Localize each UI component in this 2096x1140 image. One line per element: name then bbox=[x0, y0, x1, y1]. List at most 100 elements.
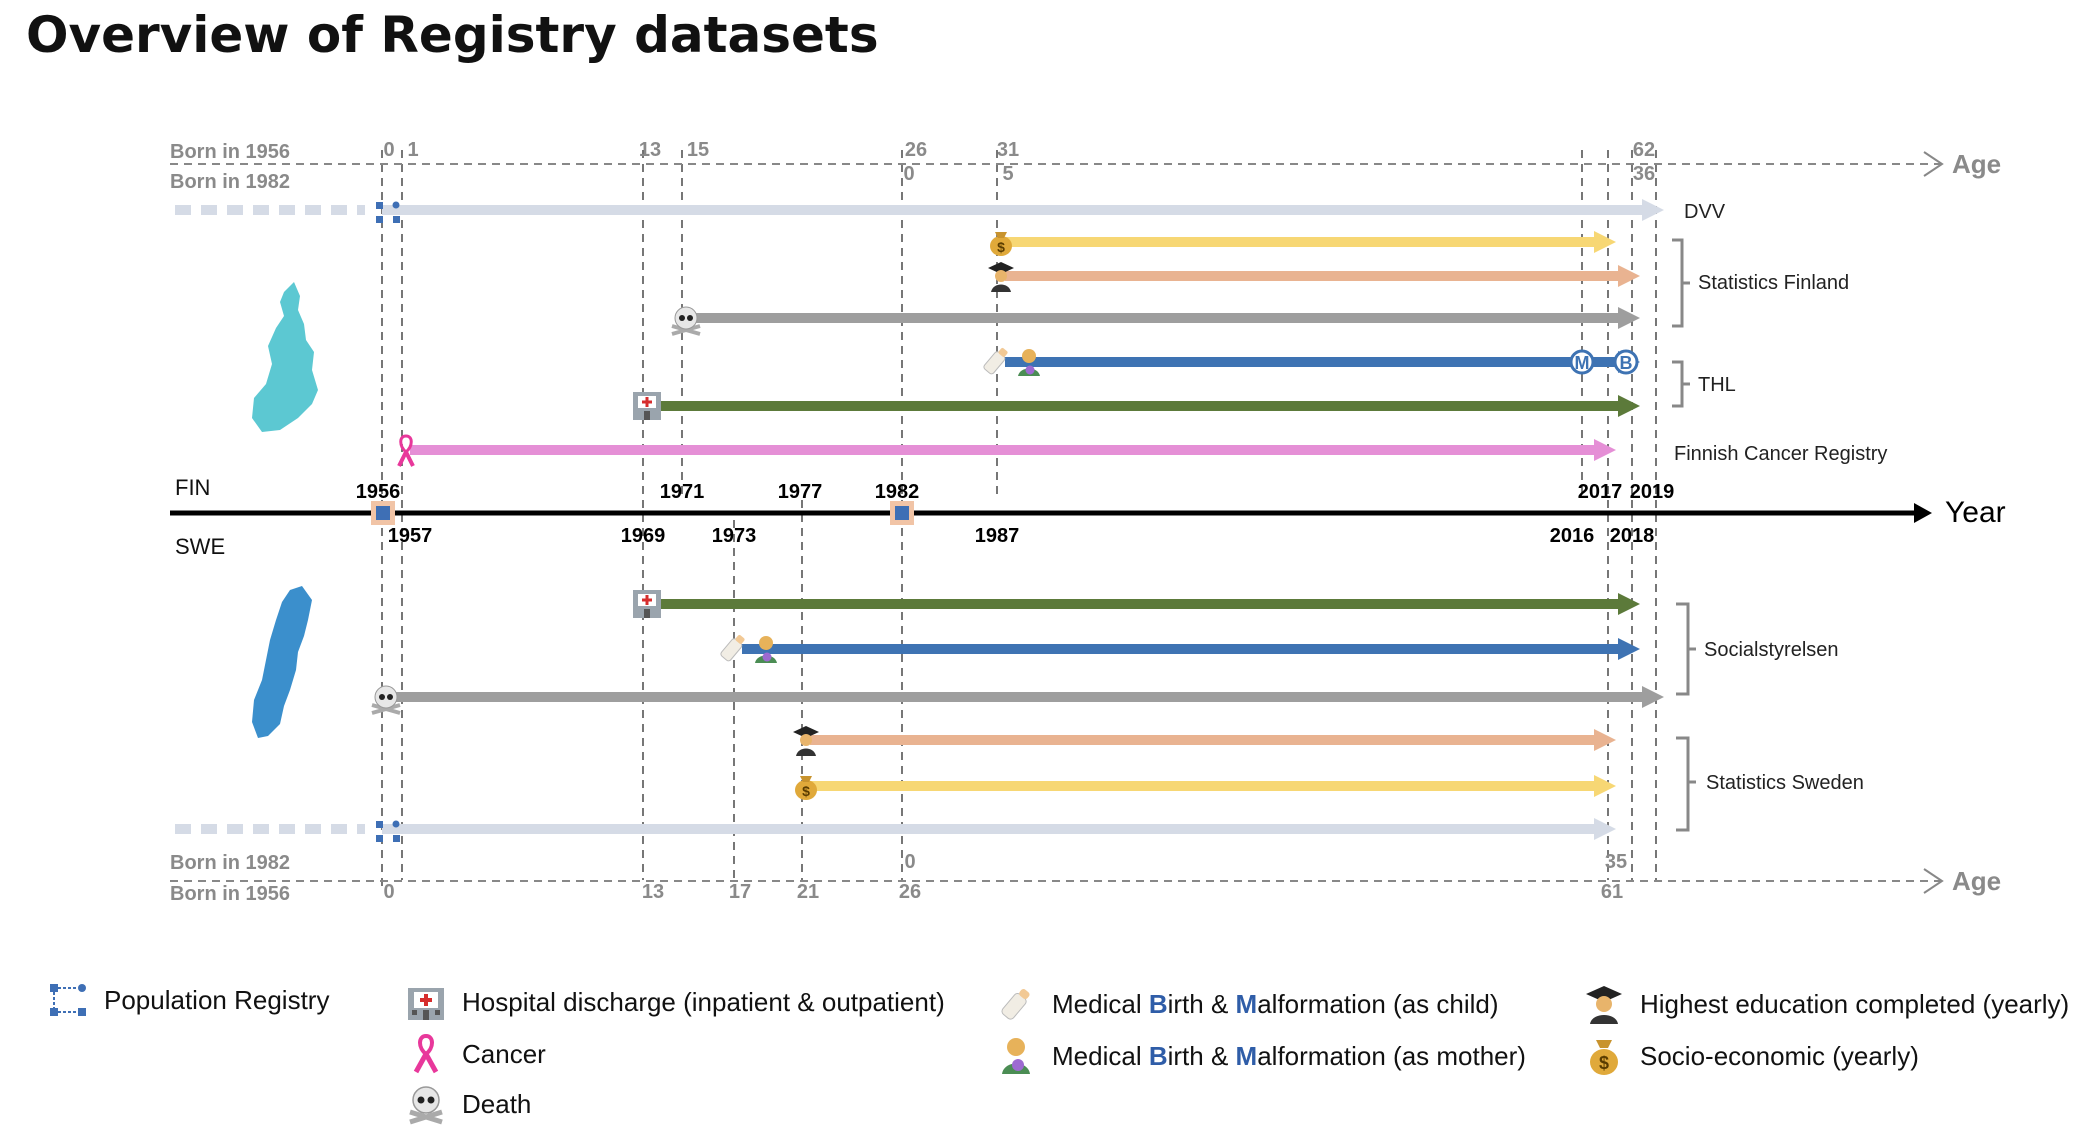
bar-end-diamond bbox=[1594, 439, 1616, 461]
age-tick-labels: 0 1 13 15 26 31 620 5 360 350 13 17 21 26 61 bbox=[383, 139, 1655, 903]
death-icon bbox=[371, 685, 401, 715]
age-label: 36 bbox=[1633, 163, 1655, 185]
registry-timeline-diagram: Age Age Born in 1956 Born in 1982 Born i… bbox=[170, 139, 2006, 905]
born-1956-top-label: Born in 1956 bbox=[170, 141, 290, 163]
bar-end-diamond bbox=[1594, 729, 1616, 751]
age-label: 17 bbox=[729, 881, 751, 903]
population-icon bbox=[376, 201, 400, 223]
page-title: Overview of Registry datasets bbox=[26, 6, 879, 64]
source-thl: THL bbox=[1698, 374, 1736, 396]
year-label-above: 1956 bbox=[356, 481, 401, 503]
year-label-below: 2018 bbox=[1610, 525, 1655, 547]
malformation-marker bbox=[1569, 349, 1595, 375]
birth-icon bbox=[983, 347, 1040, 376]
age-label: 1 bbox=[407, 139, 418, 161]
year-label-above: 1977 bbox=[778, 481, 823, 503]
age-label: 62 bbox=[1633, 139, 1655, 161]
age-label: 0 bbox=[903, 163, 914, 185]
legend-birth-mother: Medical Birth & Malformation (as mother) bbox=[994, 1034, 1526, 1078]
legend-hospital: Hospital discharge (inpatient & outpatie… bbox=[404, 980, 945, 1024]
year-label-above: 2019 bbox=[1630, 481, 1675, 503]
legend-socioeconomic: $ Socio-economic (yearly) bbox=[1582, 1034, 1919, 1078]
year-label-above: 1982 bbox=[875, 481, 920, 503]
vertical-guides bbox=[381, 150, 1657, 890]
baby-bottle-icon bbox=[994, 982, 1038, 1026]
legend-birth-child-label: Medical Birth & Malformation (as child) bbox=[1052, 988, 1499, 1019]
education-icon bbox=[988, 262, 1014, 292]
svg-text:$: $ bbox=[1599, 1053, 1609, 1073]
cancer-icon bbox=[397, 434, 415, 467]
age-label: 21 bbox=[797, 881, 819, 903]
fin-label: FIN bbox=[175, 475, 210, 500]
birth-marker-label: B bbox=[1620, 353, 1633, 373]
age-axis-top-arrowhead bbox=[1923, 151, 1944, 177]
born-1982-top-label: Born in 1982 bbox=[170, 171, 290, 193]
source-dvv: DVV bbox=[1684, 201, 1726, 223]
legend-cancer: Cancer bbox=[404, 1032, 546, 1076]
bar-end-diamond bbox=[1594, 231, 1616, 253]
age-label: 26 bbox=[899, 881, 921, 903]
born-1982-bottom-label: Born in 1982 bbox=[170, 852, 290, 874]
born-1956-bottom-label: Born in 1956 bbox=[170, 883, 290, 905]
skull-crossbones-icon bbox=[404, 1082, 448, 1126]
bar-end-diamond bbox=[1618, 307, 1640, 329]
year-label-below: 1969 bbox=[621, 525, 666, 547]
year-label-below: 1987 bbox=[975, 525, 1020, 547]
death-icon bbox=[671, 306, 701, 336]
hospital-icon bbox=[633, 392, 661, 420]
population-icon bbox=[376, 820, 400, 842]
age-label: 0 bbox=[904, 851, 915, 873]
age-label: 61 bbox=[1601, 881, 1623, 903]
legend-birth-mother-label: Medical Birth & Malformation (as mother) bbox=[1052, 1040, 1526, 1071]
cancer-ribbon-icon bbox=[404, 1032, 448, 1076]
svg-text:$: $ bbox=[997, 239, 1005, 255]
age-label: 5 bbox=[1002, 163, 1013, 185]
legend-birth-child: Medical Birth & Malformation (as child) bbox=[994, 982, 1499, 1026]
bar-end-diamond bbox=[1618, 265, 1640, 287]
population-registry-icon bbox=[46, 978, 90, 1022]
age-label: 31 bbox=[997, 139, 1019, 161]
bar-start-icons: $$ bbox=[371, 201, 1040, 842]
svg-text:$: $ bbox=[802, 783, 810, 799]
bar-end-diamond bbox=[1594, 775, 1616, 797]
legend-education: Highest education completed (yearly) bbox=[1582, 982, 2069, 1026]
year-label-above: 2017 bbox=[1578, 481, 1623, 503]
legend-education-label: Highest education completed (yearly) bbox=[1640, 988, 2070, 1019]
legend-death: Death bbox=[404, 1082, 531, 1126]
bar-end-diamond bbox=[1618, 395, 1640, 417]
legend-socioeconomic-label: Socio-economic (yearly) bbox=[1640, 1040, 1919, 1071]
age-axis-bottom-arrowhead bbox=[1923, 868, 1944, 894]
bar-end-diamond bbox=[1642, 686, 1664, 708]
legend-hospital-label: Hospital discharge (inpatient & outpatie… bbox=[462, 986, 945, 1017]
source-brackets bbox=[1672, 238, 1696, 832]
swe-label: SWE bbox=[175, 534, 225, 559]
legend-cancer-label: Cancer bbox=[462, 1038, 546, 1069]
education-icon bbox=[793, 726, 819, 756]
graduate-icon bbox=[1582, 982, 1626, 1026]
year-label-below: 2016 bbox=[1550, 525, 1595, 547]
population-year-markers bbox=[371, 501, 914, 525]
year-axis-arrowhead bbox=[1914, 503, 1932, 523]
bar-end-diamond bbox=[1642, 199, 1664, 221]
hospital-icon bbox=[633, 590, 661, 618]
source-statistics-finland: Statistics Finland bbox=[1698, 272, 1849, 294]
year-label-below: 1957 bbox=[388, 525, 433, 547]
sweden-map bbox=[252, 586, 312, 738]
bar-end-diamond bbox=[1594, 818, 1616, 840]
source-socialstyrelsen: Socialstyrelsen bbox=[1704, 639, 1839, 661]
socioeconomic-icon: $ bbox=[990, 232, 1012, 256]
socioeconomic-icon: $ bbox=[795, 776, 817, 800]
legend-population: Population Registry bbox=[46, 978, 329, 1022]
mother-baby-icon bbox=[994, 1034, 1038, 1078]
year-label-above: 1971 bbox=[660, 481, 705, 503]
age-label: 0 bbox=[383, 139, 394, 161]
year-label-below: 1973 bbox=[712, 525, 757, 547]
legend-death-label: Death bbox=[462, 1088, 532, 1119]
age-label: 15 bbox=[687, 139, 709, 161]
age-label: 13 bbox=[642, 881, 664, 903]
money-bag-icon: $ bbox=[1582, 1034, 1626, 1078]
year-axis-label: Year bbox=[1945, 496, 2006, 529]
age-label: 13 bbox=[639, 139, 661, 161]
source-finnish-cancer-registry: Finnish Cancer Registry bbox=[1674, 443, 1887, 465]
